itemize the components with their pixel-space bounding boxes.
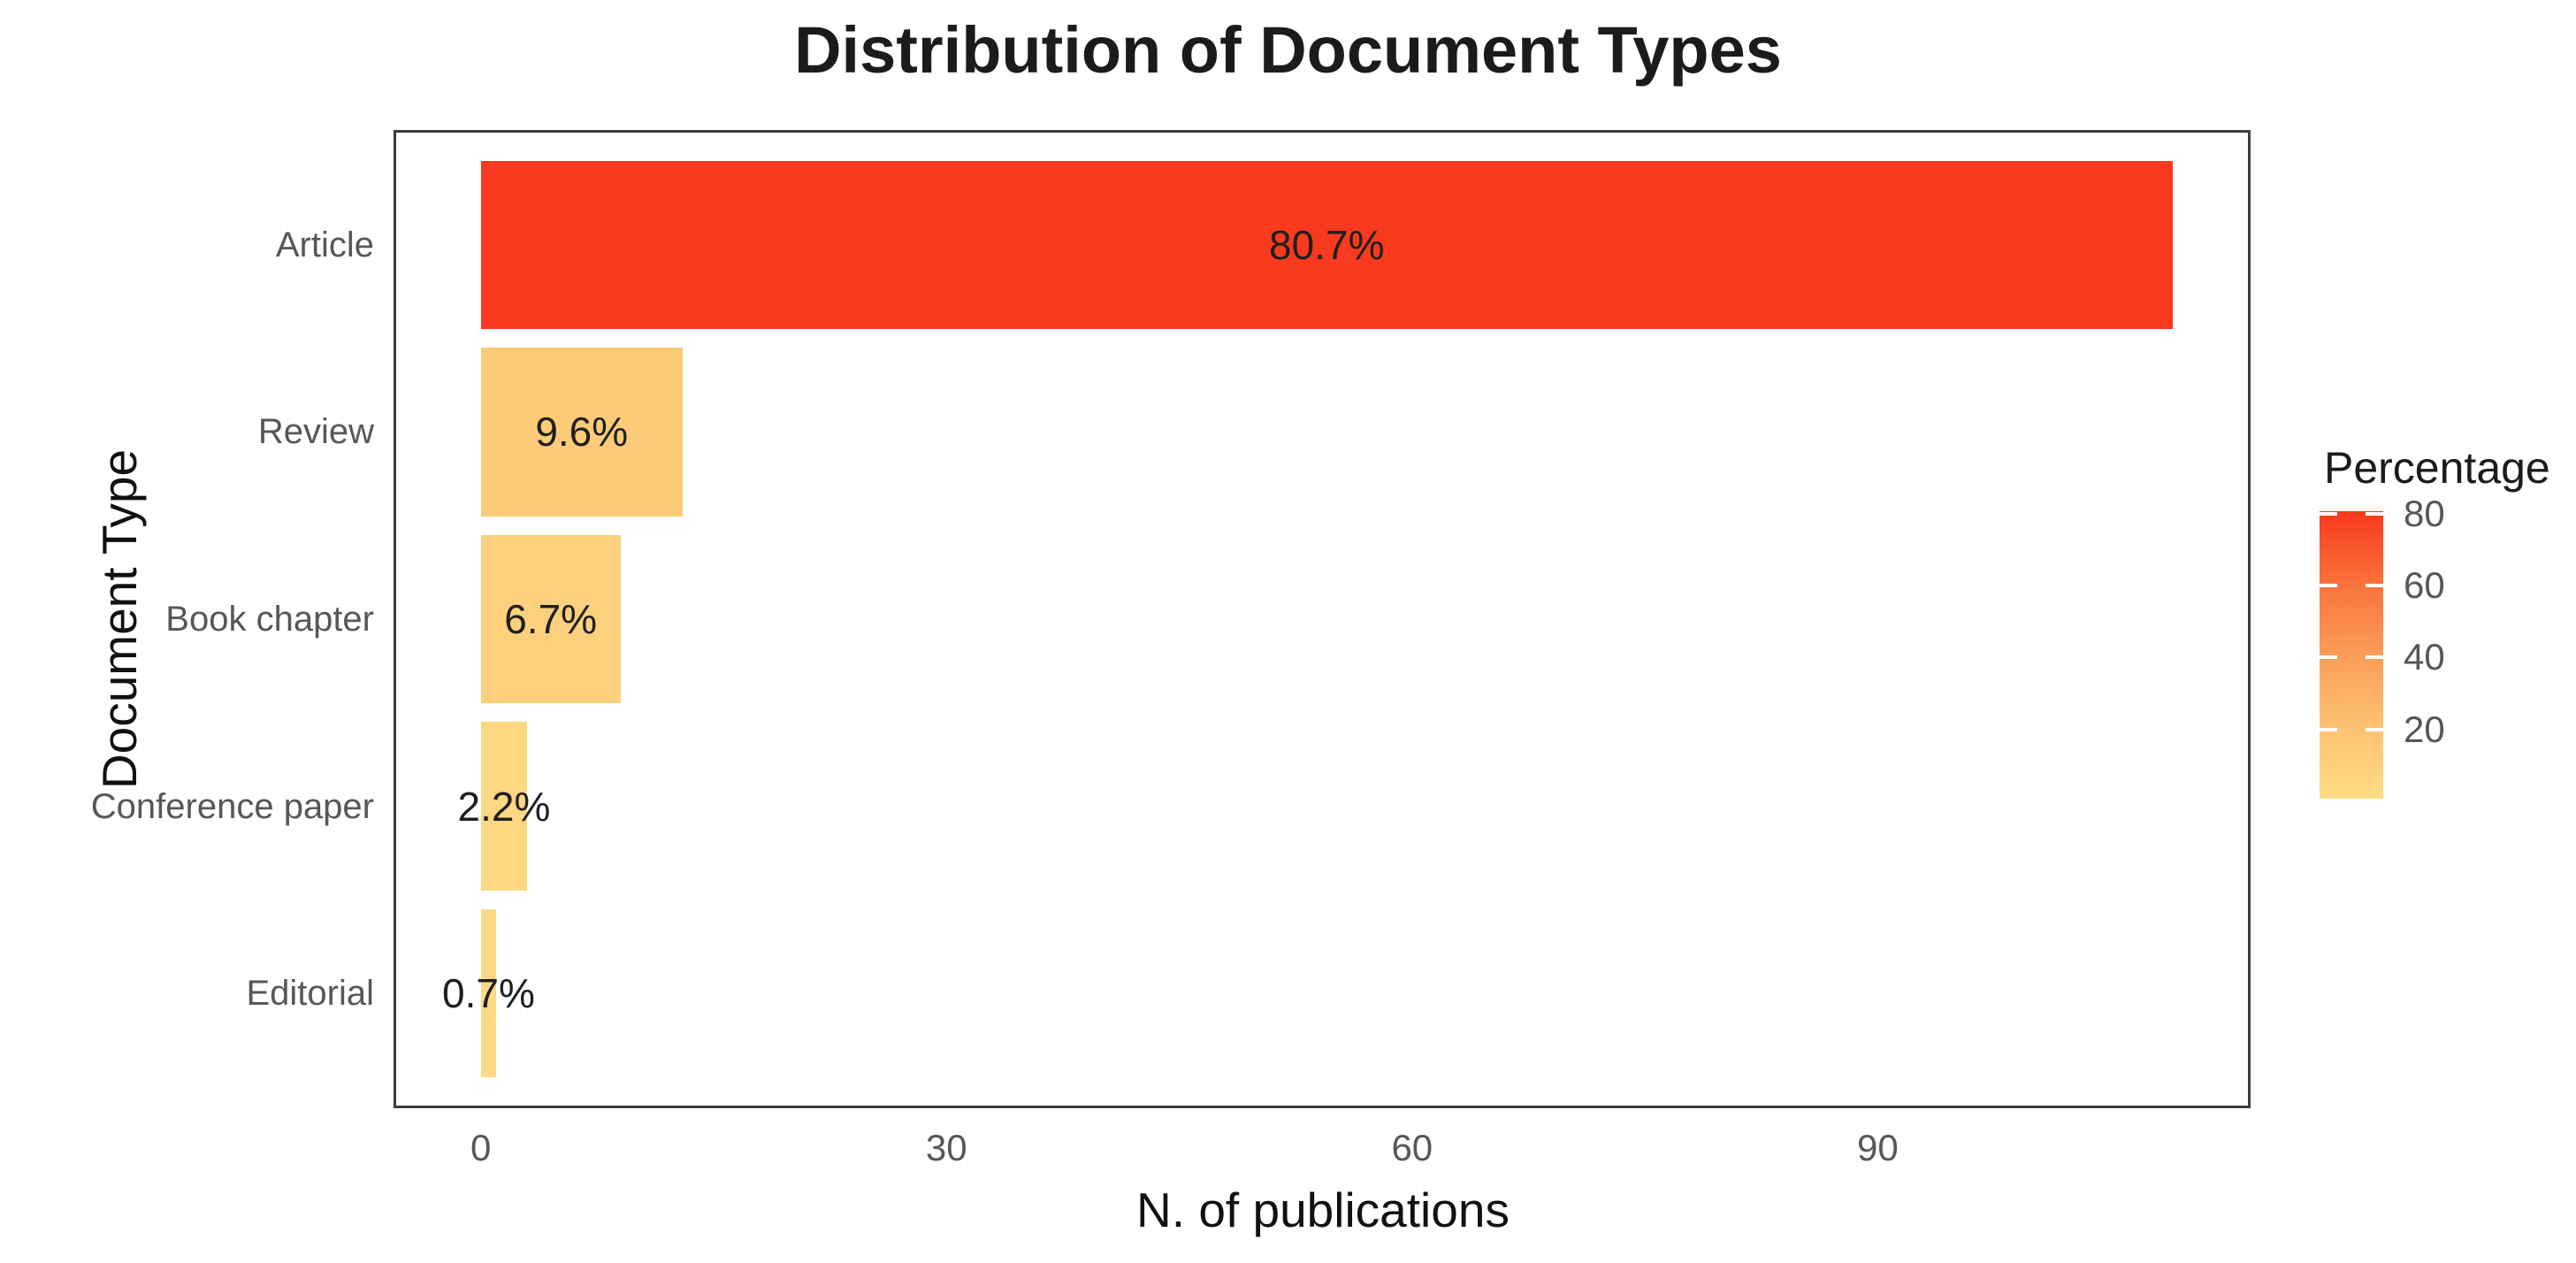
legend-colorbar-gradient <box>2320 511 2383 799</box>
x-axis-tick-label-60: 60 <box>1391 1127 1433 1168</box>
plot-panel: 80.7% 9.6% 6.7% 2.2% 0.7% <box>394 130 2251 1108</box>
bar-review <box>480 348 683 517</box>
legend-tick-label-40: 40 <box>2404 636 2445 678</box>
y-axis-tick-label-editorial: Editorial <box>246 974 374 1014</box>
legend-tick-mark-40-left <box>2320 655 2337 660</box>
legend-tick-label-20: 20 <box>2404 708 2445 750</box>
legend-tick-label-80: 80 <box>2404 492 2445 534</box>
x-axis-tick-label-30: 30 <box>925 1127 967 1168</box>
legend-tick-mark-80-left <box>2320 511 2337 516</box>
x-axis-tick-label-0: 0 <box>470 1127 492 1168</box>
bar-editorial <box>480 908 497 1078</box>
bar-value-label-book-chapter: 6.7% <box>504 596 598 642</box>
y-axis-tick-label-article: Article <box>275 225 374 264</box>
bar-book-chapter <box>480 534 621 704</box>
x-axis-tick-label-90: 90 <box>1857 1127 1899 1168</box>
legend-tick-mark-60-right <box>2366 584 2383 588</box>
legend-tick-mark-20-left <box>2320 727 2337 731</box>
y-axis-tick-label-book-chapter: Book chapter <box>165 600 374 639</box>
legend-tick-mark-60-left <box>2320 584 2337 588</box>
legend-title: Percentage <box>2324 443 2550 493</box>
y-axis-tick-label-conference-paper: Conference paper <box>90 786 374 826</box>
bar-conference-paper <box>480 722 528 891</box>
bar-value-label-editorial: 0.7% <box>441 970 535 1017</box>
bar-value-label-article: 80.7% <box>1269 221 1385 268</box>
x-axis-title: N. of publications <box>1136 1183 1510 1237</box>
y-axis-tick-label-review: Review <box>257 412 374 452</box>
bar-value-label-conference-paper: 2.2% <box>457 783 551 830</box>
legend-tick-label-60: 60 <box>2404 564 2445 607</box>
legend-tick-mark-20-right <box>2366 727 2383 731</box>
legend-tick-mark-80-right <box>2366 511 2383 516</box>
legend-percentage: Percentage 80 60 40 20 <box>2308 442 2573 849</box>
bar-article <box>480 160 2173 330</box>
legend-tick-mark-40-right <box>2366 655 2383 660</box>
bar-value-label-review: 9.6% <box>535 409 629 455</box>
chart-title: Distribution of Document Types <box>794 13 1782 87</box>
